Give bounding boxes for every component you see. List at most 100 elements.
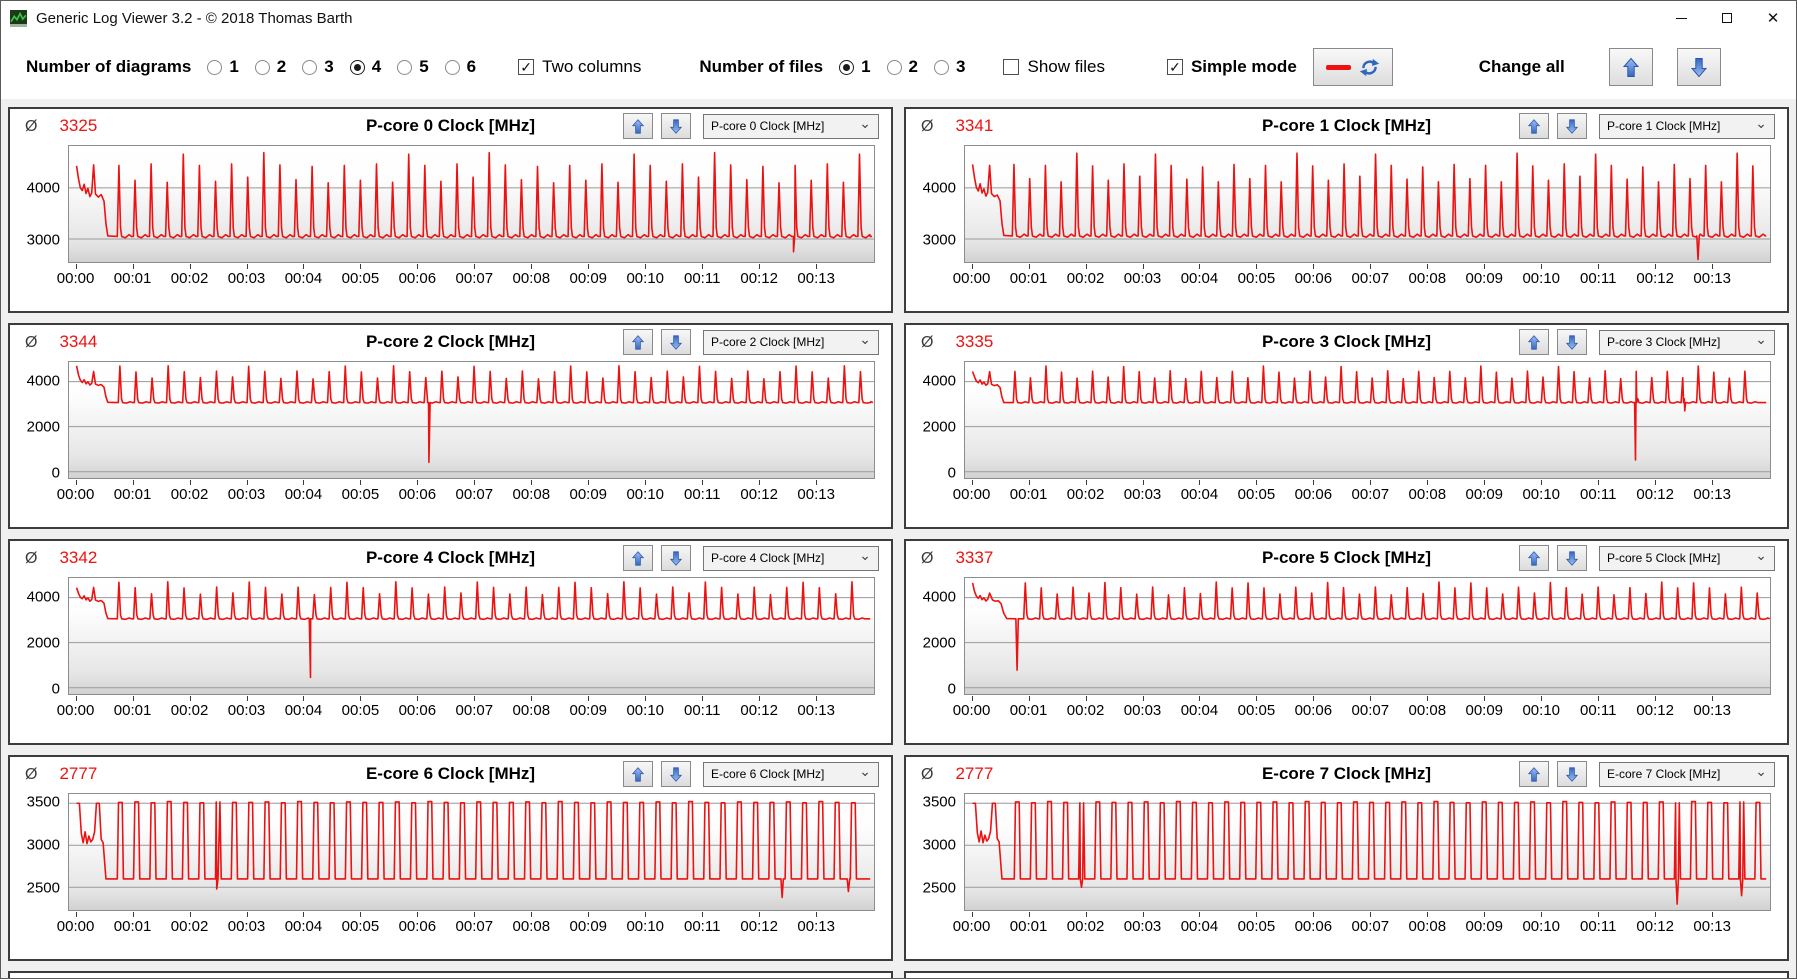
signal-down-button[interactable] xyxy=(1557,545,1587,571)
signal-down-button[interactable] xyxy=(661,113,691,139)
signal-down-button[interactable] xyxy=(1557,761,1587,787)
signal-select[interactable]: P-core 5 Clock [MHz] ⌄ xyxy=(1599,545,1775,571)
x-tick-label: 00:01 xyxy=(1009,486,1048,503)
signal-up-button[interactable] xyxy=(623,545,653,571)
x-tick-label: 00:10 xyxy=(626,486,665,503)
x-tick-label: 00:11 xyxy=(1580,486,1617,503)
average-symbol: Ø xyxy=(921,118,934,135)
radio-diagrams-6[interactable]: 6 xyxy=(444,57,476,77)
change-all-up-button[interactable] xyxy=(1608,48,1653,86)
radio-label: 3 xyxy=(324,57,334,76)
arrow-down-icon xyxy=(670,118,682,134)
x-tick-label: 00:10 xyxy=(1522,918,1561,935)
x-tick-mark xyxy=(189,696,191,701)
signal-up-button[interactable] xyxy=(1519,545,1549,571)
maximize-button[interactable] xyxy=(1704,1,1750,35)
signal-select[interactable]: P-core 3 Clock [MHz] ⌄ xyxy=(1599,329,1775,355)
signal-down-button[interactable] xyxy=(661,761,691,787)
radio-diagrams-2[interactable]: 2 xyxy=(254,57,286,77)
x-axis: 00:00 00:01 00:02 00:03 00:04 00:05 00:06 00:07… xyxy=(57,263,875,291)
x-tick-label: 00:00 xyxy=(56,702,95,719)
x-tick-label: 00:01 xyxy=(113,702,152,719)
signal-down-button[interactable] xyxy=(661,329,691,355)
x-tick-label: 00:12 xyxy=(1636,702,1674,719)
signal-select-value: P-core 2 Clock [MHz] xyxy=(711,335,825,349)
radio-diagrams-3[interactable]: 3 xyxy=(302,57,334,77)
radio-files-1[interactable]: 1 xyxy=(839,57,871,77)
x-tick-label: 00:05 xyxy=(341,918,380,935)
x-tick-mark xyxy=(75,696,77,701)
signal-select[interactable]: E-core 7 Clock [MHz] ⌄ xyxy=(1599,761,1775,787)
simple-mode-checkbox[interactable]: ✓ Simple mode xyxy=(1166,57,1297,77)
radio-icon xyxy=(397,59,413,75)
diagram-panel: Ø 2777 E-core 7 Clock [MHz] E-core 7 Clo… xyxy=(904,755,1789,961)
x-tick-mark xyxy=(303,480,305,485)
signal-select[interactable]: P-core 1 Clock [MHz] ⌄ xyxy=(1599,113,1775,139)
radio-files-3[interactable]: 3 xyxy=(934,57,965,77)
x-tick-label: 00:12 xyxy=(740,270,778,287)
signal-up-button[interactable] xyxy=(623,113,653,139)
chevron-down-icon: ⌄ xyxy=(1755,547,1767,563)
x-tick-label: 00:07 xyxy=(455,702,494,719)
x-tick-mark xyxy=(1598,480,1600,485)
x-tick-label: 00:08 xyxy=(1408,918,1447,935)
average-symbol: Ø xyxy=(25,118,38,135)
panel-title: E-core 7 Clock [MHz] xyxy=(1261,764,1432,783)
x-axis: 00:00 00:01 00:02 00:03 00:04 00:05 00:06 00:07… xyxy=(57,911,875,939)
radio-files-2[interactable]: 2 xyxy=(886,57,918,77)
x-tick-label: 00:07 xyxy=(455,918,494,935)
radio-icon xyxy=(254,59,270,75)
signal-up-button[interactable] xyxy=(623,329,653,355)
diagram-panel: Ø 3325 P-core 0 Clock [MHz] P-core 0 Clo… xyxy=(8,107,893,313)
signal-down-button[interactable] xyxy=(1557,329,1587,355)
x-tick-label: 00:07 xyxy=(1351,486,1390,503)
x-tick-label: 00:10 xyxy=(626,918,665,935)
signal-up-button[interactable] xyxy=(1519,761,1549,787)
x-tick-mark xyxy=(971,264,973,269)
x-tick-label: 00:03 xyxy=(227,486,266,503)
x-tick-mark xyxy=(1484,696,1486,701)
clock-series-line xyxy=(973,153,1767,259)
x-tick-label: 00:02 xyxy=(170,918,209,935)
chart-area: 4000 2000 0 xyxy=(906,361,1787,481)
signal-select[interactable]: P-core 0 Clock [MHz] ⌄ xyxy=(703,113,879,139)
x-tick-label: 00:13 xyxy=(1693,270,1731,287)
radio-diagrams-1[interactable]: 1 xyxy=(207,57,239,77)
x-tick-mark xyxy=(816,264,818,269)
x-tick-label: 00:04 xyxy=(284,918,323,935)
x-axis: 00:00 00:01 00:02 00:03 00:04 00:05 00:06 00:07… xyxy=(953,479,1771,507)
change-all-down-button[interactable] xyxy=(1676,48,1721,86)
x-tick-label: 00:09 xyxy=(569,702,608,719)
diagram-grid: Ø 3325 P-core 0 Clock [MHz] P-core 0 Clo… xyxy=(1,99,1796,978)
x-tick-label: 00:01 xyxy=(113,486,152,503)
minimize-button[interactable] xyxy=(1658,1,1704,35)
signal-select[interactable]: E-core 6 Clock [MHz] ⌄ xyxy=(703,761,879,787)
panel-header: Ø 3344 P-core 2 Clock [MHz] P-core 2 Clo… xyxy=(10,327,891,359)
x-tick-mark xyxy=(1655,912,1657,917)
show-files-checkbox[interactable]: Show files xyxy=(1003,57,1105,77)
signal-down-button[interactable] xyxy=(661,545,691,571)
window-title: Generic Log Viewer 3.2 - © 2018 Thomas B… xyxy=(36,9,353,27)
x-tick-label: 00:03 xyxy=(1123,486,1162,503)
line-style-refresh-button[interactable] xyxy=(1312,48,1393,86)
plot-area xyxy=(964,361,1771,479)
y-tick-label: 4000 xyxy=(922,179,956,197)
signal-up-button[interactable] xyxy=(623,761,653,787)
signal-down-button[interactable] xyxy=(1557,113,1587,139)
radio-diagrams-4[interactable]: 4 xyxy=(349,57,381,77)
signal-up-button[interactable] xyxy=(1519,329,1549,355)
arrow-up-icon xyxy=(1528,334,1540,350)
radio-label: 1 xyxy=(861,57,871,76)
signal-select[interactable]: P-core 2 Clock [MHz] ⌄ xyxy=(703,329,879,355)
average-symbol: Ø xyxy=(25,550,38,567)
chevron-down-icon: ⌄ xyxy=(859,115,871,131)
x-tick-label: 00:06 xyxy=(398,270,437,287)
x-tick-mark xyxy=(1028,912,1030,917)
plot-area xyxy=(964,577,1771,695)
signal-up-button[interactable] xyxy=(1519,113,1549,139)
close-button[interactable]: ✕ xyxy=(1750,1,1796,35)
two-columns-checkbox[interactable]: ✓ Two columns xyxy=(518,57,641,77)
radio-icon xyxy=(349,59,365,75)
radio-diagrams-5[interactable]: 5 xyxy=(397,57,429,77)
signal-select[interactable]: P-core 4 Clock [MHz] ⌄ xyxy=(703,545,879,571)
